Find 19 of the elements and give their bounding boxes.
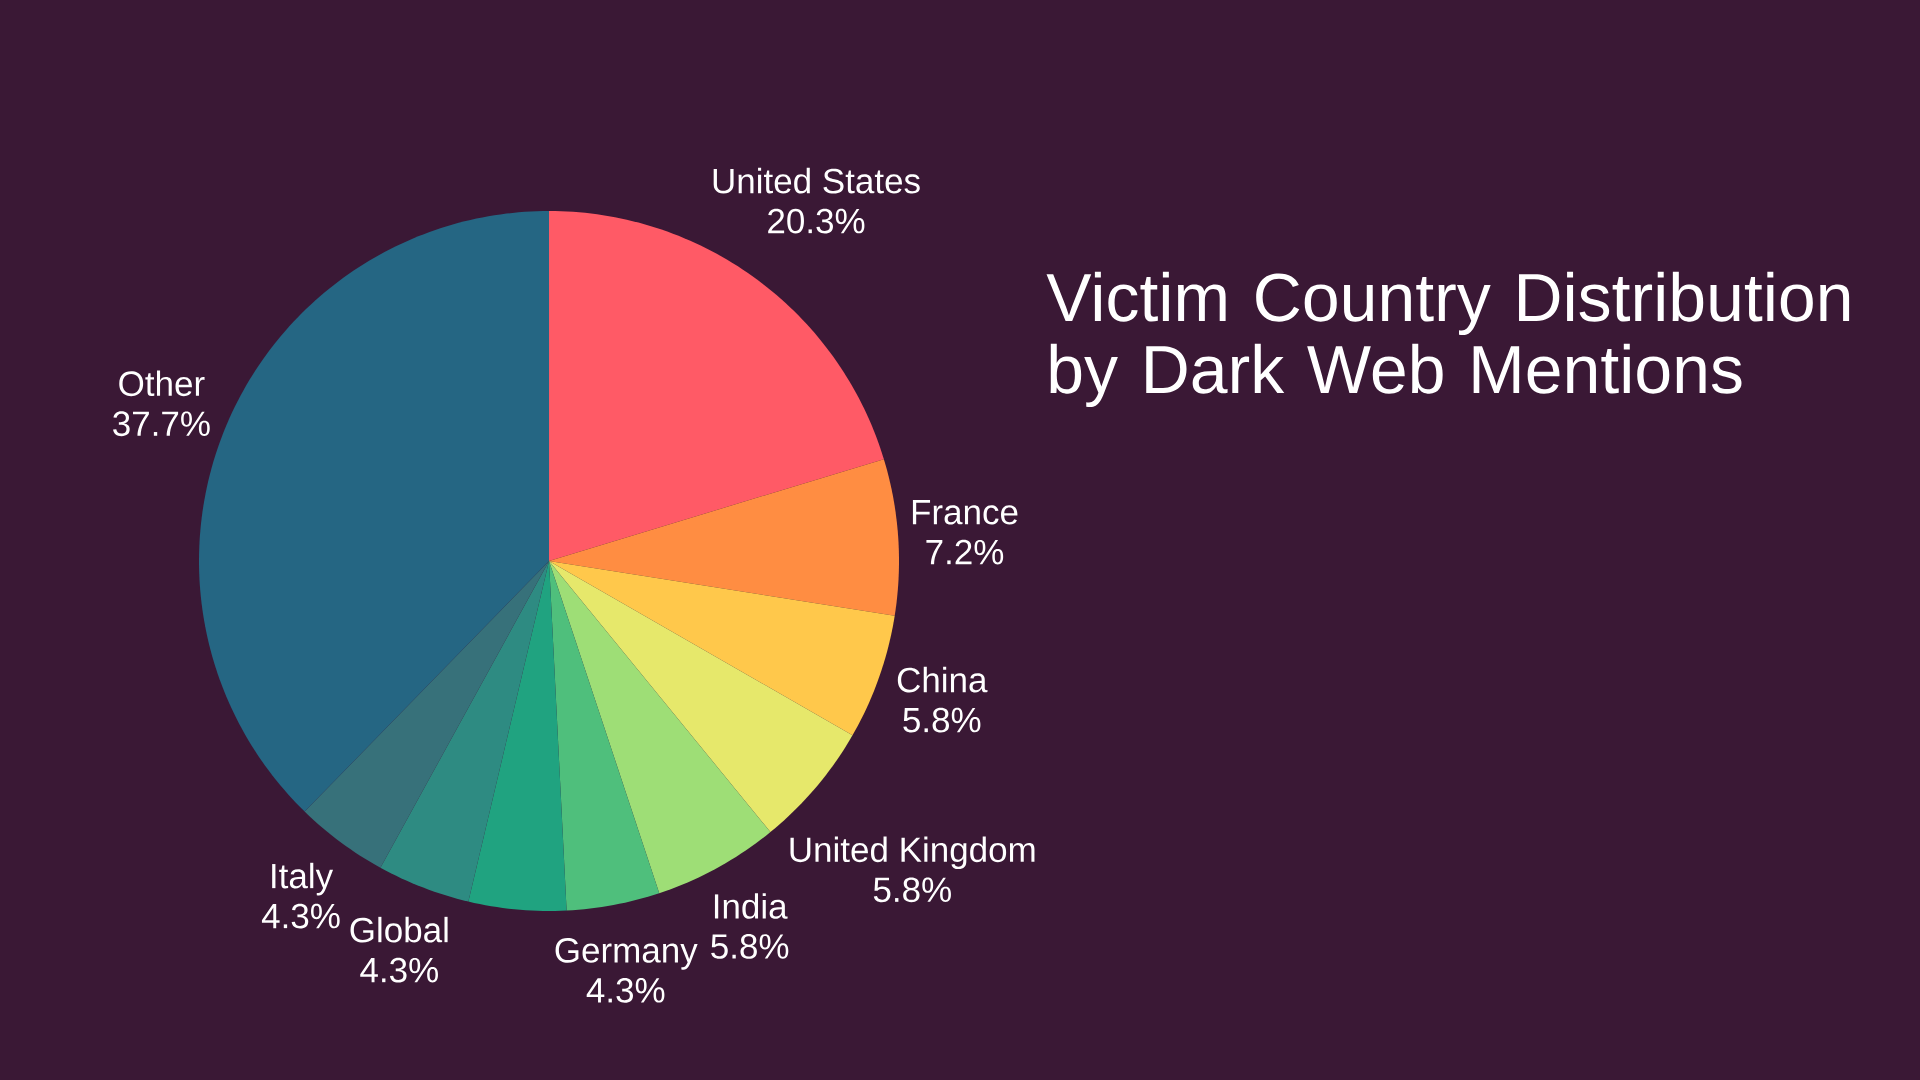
slice-label: France [912,500,1018,525]
data-label: 4.3% [261,903,340,929]
data-label: 4.3% [586,977,665,1003]
slice-label: India [714,893,788,919]
slice-label: Italy [272,862,334,896]
slice-label: Global [350,916,448,943]
data-label: 5.8% [711,934,789,959]
data-label: 5.8% [903,707,981,733]
data-label: 7.2% [926,539,1004,565]
slice-label: China [897,666,988,693]
data-label: 5.8% [873,877,951,903]
text: Victim Country Distribution by Dark Web Mentions [1046,271,1850,408]
slice-label: Other [119,370,205,397]
slice-label: United States [713,167,920,194]
data-label: 4.3% [360,957,438,983]
slice-label: United Kingdom [790,836,1035,870]
data-label: 37.7% [113,411,210,437]
data-label: 20.3% [768,208,865,234]
slice-label: Germany [555,937,698,970]
